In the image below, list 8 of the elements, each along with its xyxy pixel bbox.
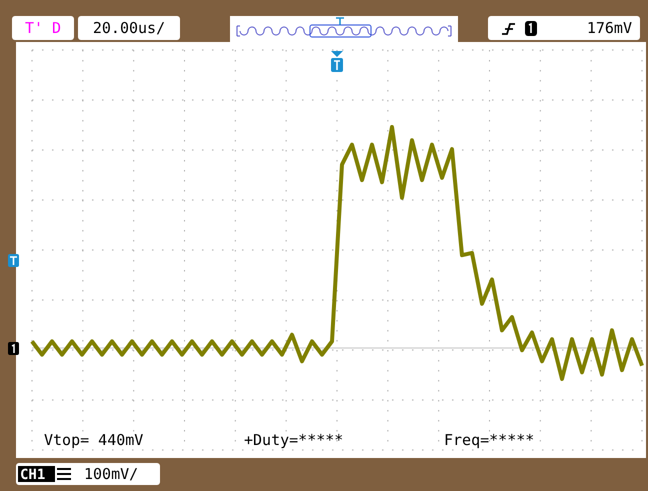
text: T' D [24, 19, 62, 37]
text: 176mV [586, 19, 632, 37]
text: CH1 [20, 467, 46, 483]
text: Vtop= 440mV [44, 431, 144, 449]
text: Freq=***** [444, 431, 534, 449]
text: 20.00us/ [92, 19, 166, 37]
text: 100mV/ [84, 465, 138, 483]
text: +Duty=***** [244, 431, 344, 449]
